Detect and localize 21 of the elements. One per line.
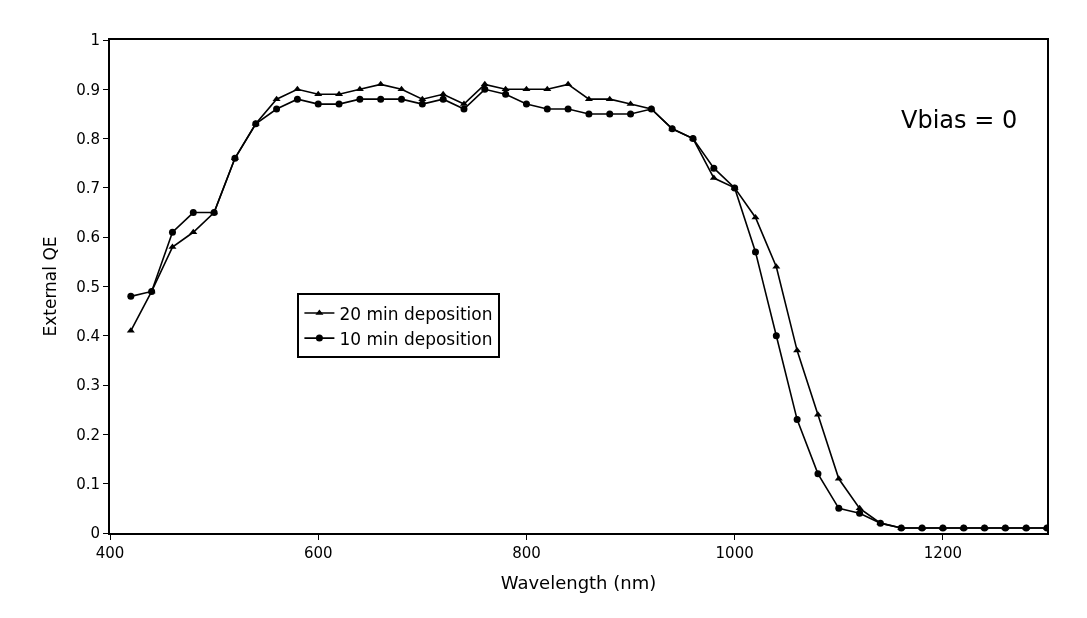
x-tick-label: 1200 — [923, 544, 962, 562]
y-tick-label: 0.8 — [76, 129, 100, 148]
y-tick-label: 0.2 — [76, 425, 100, 444]
y-tick-label: 1 — [90, 31, 100, 50]
y-tick-label: 0.7 — [76, 179, 100, 198]
y-tick-label: 0.5 — [76, 277, 100, 296]
x-tick-label: 400 — [95, 544, 125, 562]
y-tick-label: 0 — [90, 524, 100, 543]
x-tick-label: 800 — [512, 544, 541, 562]
x-tick-label: 1000 — [715, 544, 754, 562]
x-axis-title: Wavelength (nm) — [500, 571, 657, 593]
y-tick-label: 0.1 — [76, 474, 100, 493]
y-tick-label: 0.9 — [76, 80, 100, 99]
y-tick-label: 0.6 — [76, 228, 100, 247]
legend-label: 10 min deposition — [339, 328, 493, 349]
legend-label: 20 min deposition — [339, 303, 493, 324]
x-tick-label: 600 — [303, 544, 333, 562]
y-tick-label: 0.4 — [76, 327, 100, 346]
y-tick-label: 0.3 — [76, 376, 100, 395]
y-axis-title: External QE — [40, 236, 61, 337]
annotation: Vbias = 0 — [901, 106, 1018, 134]
